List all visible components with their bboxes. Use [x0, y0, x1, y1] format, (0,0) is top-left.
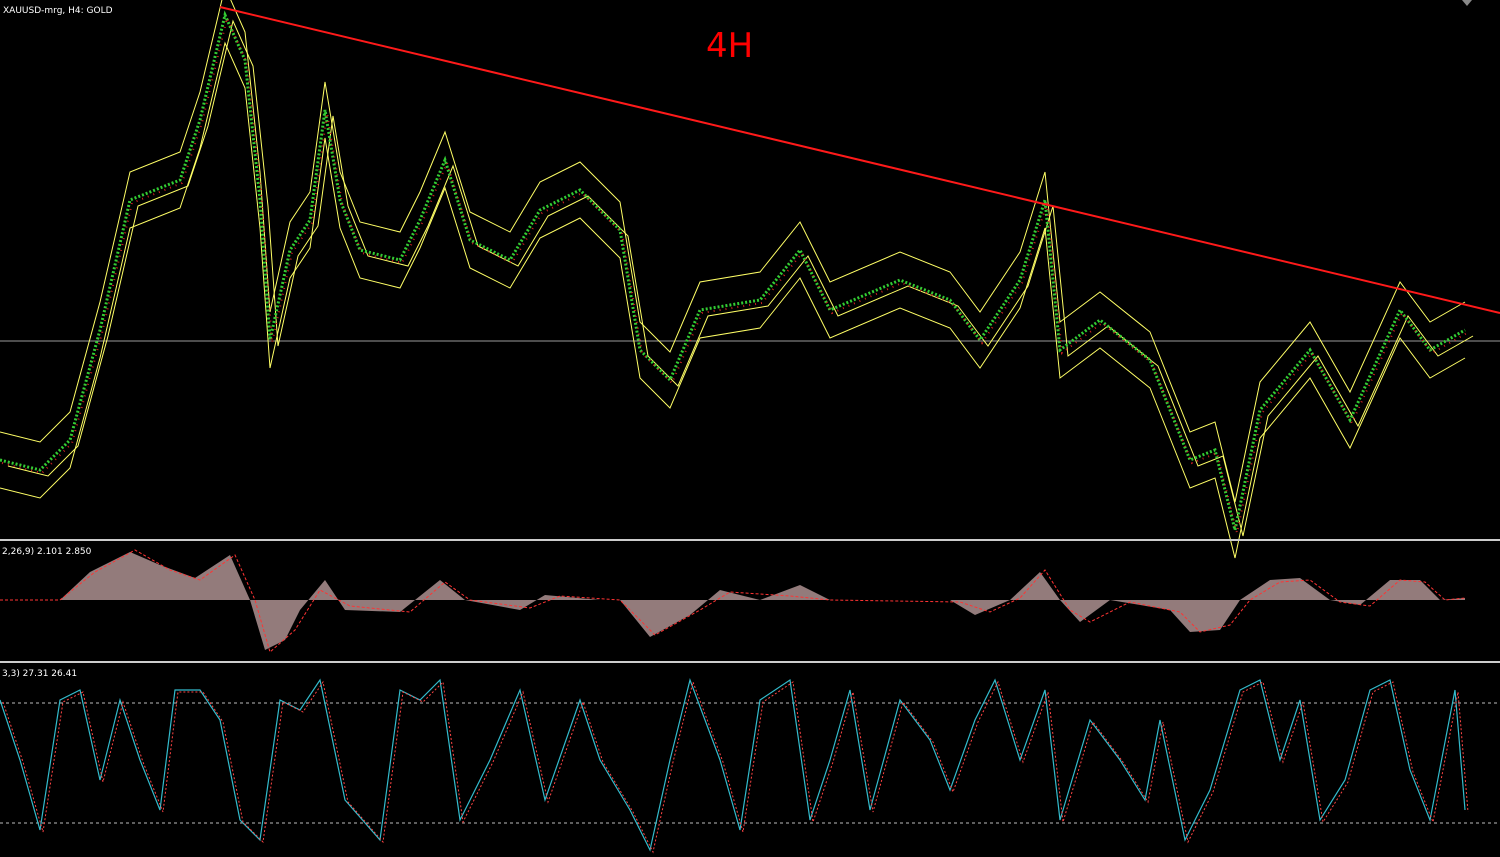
- macd-histogram: [0, 552, 1465, 650]
- macd-signal: [0, 549, 1466, 653]
- lower-band: [0, 41, 1466, 559]
- macd-label: 2,26,9) 2.101 2.850: [2, 547, 92, 557]
- stochastic-main: [0, 677, 1466, 852]
- trend-line: [219, 6, 1500, 314]
- stochastic-signal: [2, 680, 1469, 854]
- stochastic-panel: 3,3) 27.31 26.41: [0, 669, 1500, 854]
- middle-band: [7, 19, 1474, 537]
- symbol-label: XAUUSD-mrg, H4: GOLD: [3, 6, 113, 16]
- scroll-indicator[interactable]: [1462, 0, 1472, 6]
- macd-panel: 2,26,9) 2.101 2.850: [0, 547, 1466, 653]
- price-candles-bearish: [1, 14, 1468, 534]
- price-candles: [0, 10, 1466, 531]
- price-panel: XAUUSD-mrg, H4: GOLD 4H: [0, 0, 1500, 559]
- upper-band: [0, 0, 1466, 503]
- bollinger-bands: [0, 0, 1474, 559]
- timeframe-annotation: 4H: [706, 26, 753, 66]
- stochastic-label: 3,3) 27.31 26.41: [2, 669, 77, 679]
